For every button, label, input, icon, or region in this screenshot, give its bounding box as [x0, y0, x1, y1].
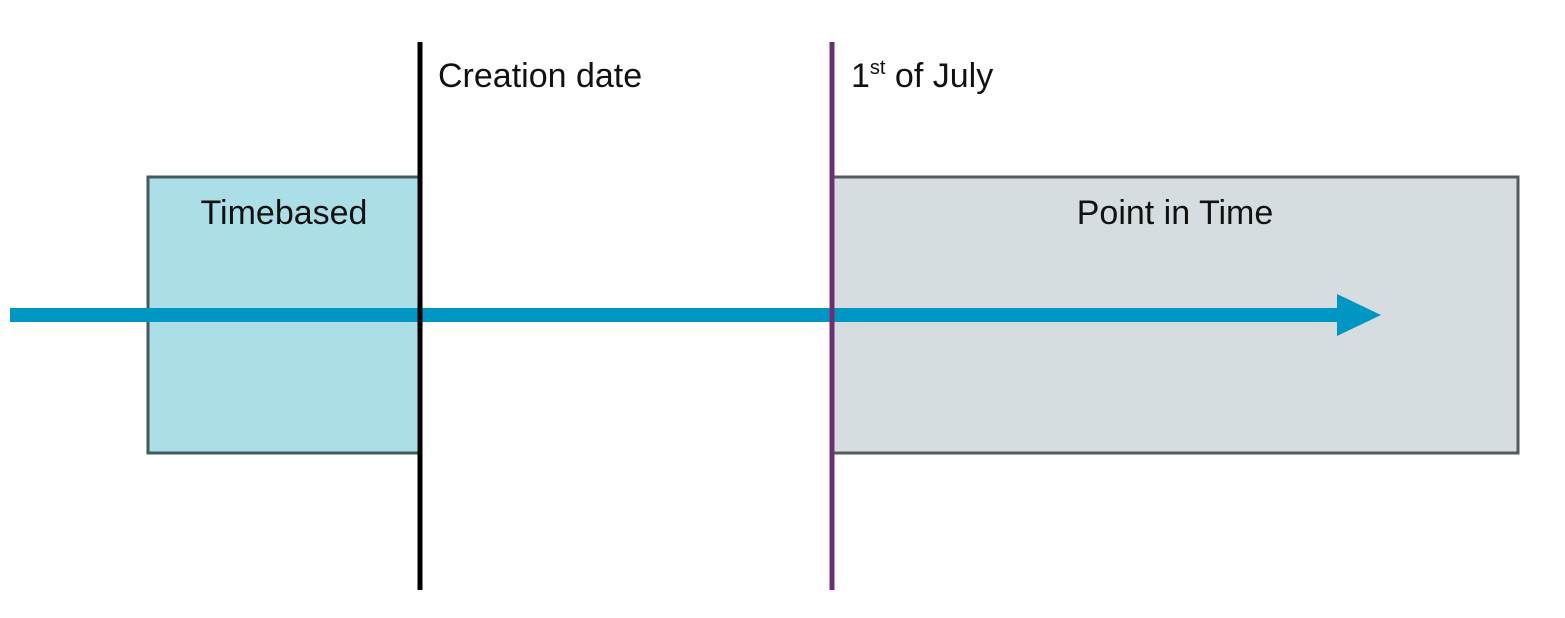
timebased-label: Timebased — [201, 194, 368, 232]
july-first-label: 1st of July — [851, 57, 993, 95]
timeline-arrow-head — [1337, 294, 1381, 336]
july-first-label-sup: st — [870, 57, 886, 79]
july-first-label-num: 1 — [851, 57, 870, 95]
right-arrow-icon — [10, 294, 1381, 336]
point-in-time-label: Point in Time — [1077, 194, 1274, 232]
july-first-label-rest: of July — [885, 57, 993, 95]
creation-date-label: Creation date — [438, 57, 642, 95]
